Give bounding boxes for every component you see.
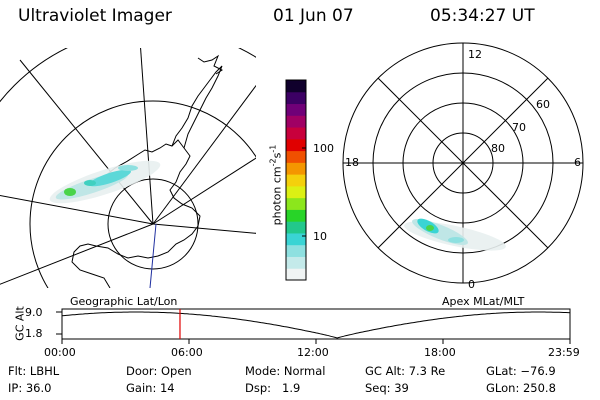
info-glat: GLat: −76.9 (486, 364, 556, 378)
colorbar-segment (286, 127, 306, 140)
orbit-xtick-1200: 12:00 (297, 346, 329, 359)
observation-date: 01 Jun 07 (273, 6, 354, 26)
info-mode: Mode: Normal (245, 364, 326, 378)
mlt-line (377, 77, 549, 249)
info-door: Door: Open (126, 364, 192, 378)
info-glon: GLon: 250.8 (486, 381, 556, 395)
colorbar-segment (286, 209, 306, 222)
colorbar-tick-100: 100 (313, 142, 334, 155)
colorbar-segment (286, 138, 306, 152)
geographic-label: Geographic Lat/Lon (70, 295, 178, 308)
instrument-title: Ultraviolet Imager (18, 6, 172, 26)
geographic-map (0, 48, 256, 288)
meridian-line (0, 223, 154, 285)
colorbar-segment (286, 162, 306, 175)
info-seq: Seq: 39 (365, 381, 409, 395)
mlt-label-0: 0 (468, 278, 475, 291)
magnetic-label: Apex MLat/MLT (442, 295, 525, 308)
orbit-ytick-9: 9.0 (25, 306, 43, 319)
altitude-curve (61, 311, 571, 339)
orbit-xtick-2359: 23:59 (548, 346, 580, 359)
aurora-oval-geographic (49, 160, 161, 204)
orbit-xtick-1800: 18:00 (424, 346, 456, 359)
orbit-x-ticks (61, 339, 571, 344)
orbit-ylabel: GC Alt (13, 306, 27, 341)
footprint-line (149, 223, 157, 288)
mlat-label-60: 60 (536, 98, 550, 111)
mlt-label-18: 18 (345, 156, 359, 169)
info-gain: Gain: 14 (126, 381, 175, 395)
info-gcalt: GC Alt: 7.3 Re (365, 364, 446, 378)
colorbar-segment (286, 174, 306, 187)
mlt-label-12: 12 (468, 48, 482, 61)
colorbar-segment (286, 197, 306, 210)
colorbar-segment (286, 268, 306, 281)
latitude-circle (29, 100, 256, 288)
intensity-colorbar (285, 79, 307, 281)
peninsula-coastline (171, 65, 223, 149)
orbit-ytick-1: 1.8 (25, 327, 43, 340)
colorbar-segment (286, 115, 306, 128)
colorbar-tick-10: 10 (313, 230, 327, 243)
meridian-line (0, 194, 154, 225)
colorbar-unit-label: photon cm-2s-1 (268, 144, 284, 226)
colorbar-segment (286, 185, 306, 199)
colorbar-segment (286, 103, 306, 116)
colorbar-segment (286, 91, 306, 105)
colorbar-segment (286, 256, 306, 269)
orbit-xtick-0600: 06:00 (171, 346, 203, 359)
meridian-line (152, 84, 256, 225)
aurora-oval-magnetic (404, 218, 506, 251)
meridian-line (152, 223, 256, 234)
info-flt: Flt: LBHL (8, 364, 60, 378)
meridian-line (152, 157, 256, 225)
orbit-altitude-plot (56, 308, 571, 344)
south-america-coastline (197, 54, 223, 75)
colorbar-segment (286, 232, 306, 246)
mlt-label-6: 6 (574, 156, 581, 169)
colorbar-segment (286, 244, 306, 257)
colorbar-segment (286, 150, 306, 163)
orbit-xtick-0000: 00:00 (44, 346, 76, 359)
meridian-line (140, 48, 154, 225)
info-ip: IP: 36.0 (8, 381, 52, 395)
colorbar-frame (285, 79, 307, 281)
info-dsp: Dsp: 1.9 (245, 381, 301, 395)
colorbar-segment (286, 80, 306, 93)
antarctica-coastline (71, 139, 201, 288)
mlat-label-80: 80 (491, 142, 505, 155)
colorbar-segment (286, 221, 306, 234)
mlat-label-70: 70 (512, 121, 526, 134)
meridian-line (19, 59, 154, 225)
observation-time: 05:34:27 UT (430, 6, 535, 26)
